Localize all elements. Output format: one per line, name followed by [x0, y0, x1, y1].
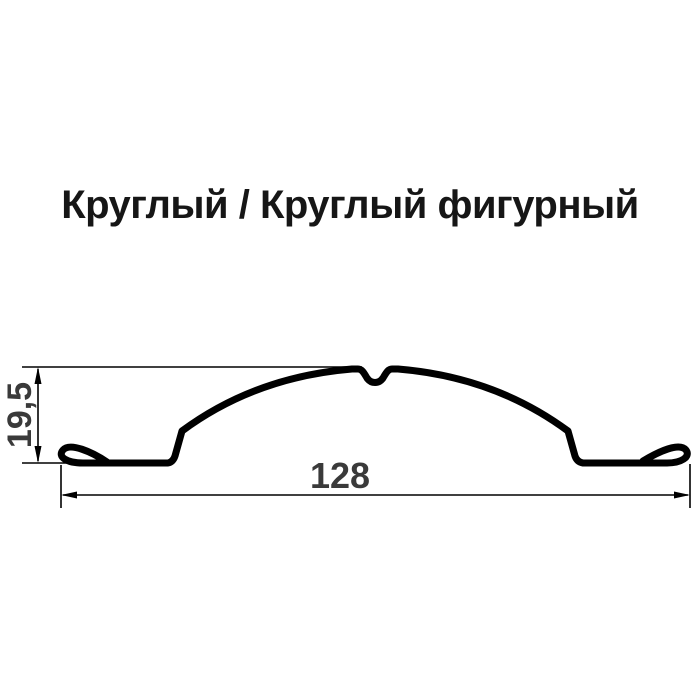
height-arrow-up-icon — [34, 367, 42, 384]
page-title: Круглый / Круглый фигурный — [61, 183, 639, 227]
height-arrow-down-icon — [34, 446, 42, 463]
width-arrow-right-icon — [674, 491, 690, 499]
picket-profile-outline — [57, 365, 691, 467]
width-arrow-left-icon — [61, 491, 77, 499]
width-dimension-label: 128 — [310, 455, 370, 496]
height-dimension-label: 19,5 — [1, 382, 39, 448]
